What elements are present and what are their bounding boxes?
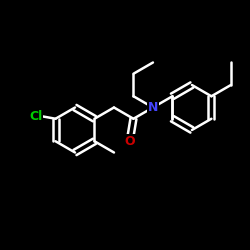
Text: N: N — [148, 101, 158, 114]
Text: Cl: Cl — [29, 110, 42, 123]
Text: O: O — [124, 135, 135, 148]
